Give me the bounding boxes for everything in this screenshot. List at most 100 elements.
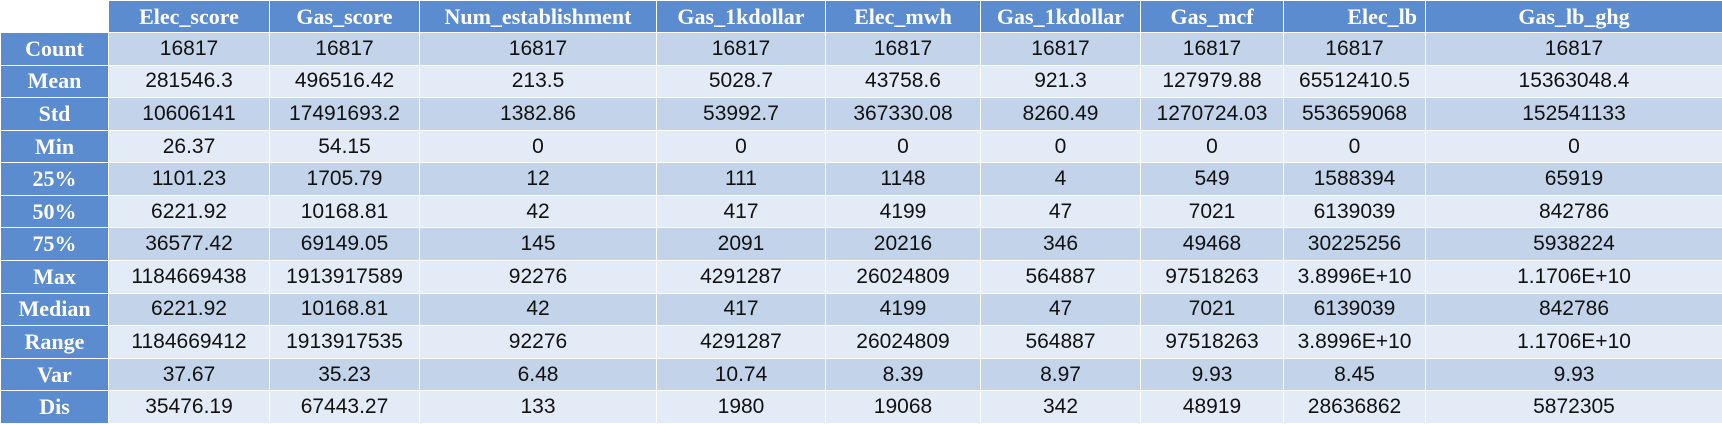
table-row: Var 37.67 35.23 6.48 10.74 8.39 8.97 9.93 8.45 9.… — [0, 357, 1722, 392]
table-cell: 367330.08 — [825, 97, 981, 131]
table-cell: 16817 — [825, 32, 981, 66]
column-header: Elec_mwh — [825, 0, 981, 33]
row-header: 25% — [0, 162, 109, 196]
table-cell: 127979.88 — [1140, 64, 1284, 99]
header-row: Elec_score Gas_score Num_establishment G… — [0, 0, 1722, 33]
table-cell: 16817 — [419, 32, 657, 66]
table-cell: 97518263 — [1140, 260, 1284, 294]
table-cell: 496516.42 — [269, 64, 420, 99]
table-cell: 28636862 — [1283, 390, 1426, 424]
table-cell: 6139039 — [1283, 194, 1426, 229]
table-cell: 54.15 — [269, 129, 420, 164]
table-row: 25% 1101.23 1705.79 12 111 1148 4 549 1588394 659… — [0, 162, 1722, 196]
table-cell: 16817 — [980, 32, 1141, 66]
table-cell: 16817 — [1283, 32, 1426, 66]
row-header: Mean — [0, 64, 109, 99]
corner-cell — [0, 0, 109, 33]
table-cell: 16817 — [656, 32, 826, 66]
row-header: 75% — [0, 227, 109, 262]
column-header: Gas_score — [269, 0, 420, 33]
table-cell: 69149.05 — [269, 227, 420, 262]
table-cell: 49468 — [1140, 227, 1284, 262]
table-cell: 4199 — [825, 194, 981, 229]
table-cell: 0 — [980, 129, 1141, 164]
row-header: Var — [0, 357, 109, 392]
row-header: Median — [0, 292, 109, 327]
row-header: Min — [0, 129, 109, 164]
column-header: Elec_lb — [1283, 0, 1426, 33]
table-cell: 6221.92 — [108, 292, 270, 327]
table-cell: 0 — [1140, 129, 1284, 164]
table-cell: 5872305 — [1425, 390, 1722, 424]
row-header: Count — [0, 32, 109, 66]
column-header: Gas_lb_ghg — [1425, 0, 1722, 33]
table-cell: 3.8996E+10 — [1283, 260, 1426, 294]
table-cell: 1184669412 — [108, 325, 270, 359]
table-cell: 8.39 — [825, 357, 981, 392]
table-cell: 553659068 — [1283, 97, 1426, 131]
table-cell: 1184669438 — [108, 260, 270, 294]
table-cell: 842786 — [1425, 292, 1722, 327]
table-cell: 564887 — [980, 325, 1141, 359]
table-cell: 0 — [419, 129, 657, 164]
table-cell: 1101.23 — [108, 162, 270, 196]
table-cell: 26.37 — [108, 129, 270, 164]
table-cell: 0 — [1425, 129, 1722, 164]
table-cell: 53992.7 — [656, 97, 826, 131]
table-cell: 152541133 — [1425, 97, 1722, 131]
table-cell: 213.5 — [419, 64, 657, 99]
table-cell: 10606141 — [108, 97, 270, 131]
table-cell: 0 — [1283, 129, 1426, 164]
table-cell: 65919 — [1425, 162, 1722, 196]
table-cell: 417 — [656, 194, 826, 229]
table-cell: 17491693.2 — [269, 97, 420, 131]
table-cell: 8.97 — [980, 357, 1141, 392]
table-cell: 133 — [419, 390, 657, 424]
table-cell: 42 — [419, 194, 657, 229]
table-cell: 9.93 — [1140, 357, 1284, 392]
column-header: Num_establishment — [419, 0, 657, 33]
row-header: Max — [0, 260, 109, 294]
table-cell: 3.8996E+10 — [1283, 325, 1426, 359]
row-header: Std — [0, 97, 109, 131]
table-cell: 48919 — [1140, 390, 1284, 424]
table-cell: 145 — [419, 227, 657, 262]
table-cell: 1913917535 — [269, 325, 420, 359]
table-cell: 4199 — [825, 292, 981, 327]
table-cell: 6221.92 — [108, 194, 270, 229]
table-cell: 1913917589 — [269, 260, 420, 294]
table-cell: 10168.81 — [269, 194, 420, 229]
table-cell: 92276 — [419, 325, 657, 359]
table-cell: 42 — [419, 292, 657, 327]
table-cell: 16817 — [1425, 32, 1722, 66]
table-cell: 1270724.03 — [1140, 97, 1284, 131]
table-cell: 346 — [980, 227, 1141, 262]
table-cell: 67443.27 — [269, 390, 420, 424]
table-row: Min 26.37 54.15 0 0 0 0 0 0 0 — [0, 129, 1722, 164]
table-cell: 6139039 — [1283, 292, 1426, 327]
table-cell: 111 — [656, 162, 826, 196]
table-cell: 5028.7 — [656, 64, 826, 99]
table-cell: 47 — [980, 194, 1141, 229]
table-cell: 549 — [1140, 162, 1284, 196]
table-cell: 1588394 — [1283, 162, 1426, 196]
table-cell: 15363048.4 — [1425, 64, 1722, 99]
table-cell: 37.67 — [108, 357, 270, 392]
table-cell: 7021 — [1140, 194, 1284, 229]
table-cell: 1.1706E+10 — [1425, 325, 1722, 359]
row-header: Dis — [0, 390, 109, 424]
table-cell: 19068 — [825, 390, 981, 424]
column-header: Gas_mcf — [1140, 0, 1284, 33]
table-cell: 9.93 — [1425, 357, 1722, 392]
table-cell: 5938224 — [1425, 227, 1722, 262]
table-cell: 564887 — [980, 260, 1141, 294]
table-cell: 20216 — [825, 227, 981, 262]
table-cell: 1.1706E+10 — [1425, 260, 1722, 294]
table-cell: 1382.86 — [419, 97, 657, 131]
table-cell: 10168.81 — [269, 292, 420, 327]
table-cell: 26024809 — [825, 325, 981, 359]
column-header: Elec_score — [108, 0, 270, 33]
table-row: 75% 36577.42 69149.05 145 2091 20216 346 49468 3… — [0, 227, 1722, 262]
table-cell: 26024809 — [825, 260, 981, 294]
